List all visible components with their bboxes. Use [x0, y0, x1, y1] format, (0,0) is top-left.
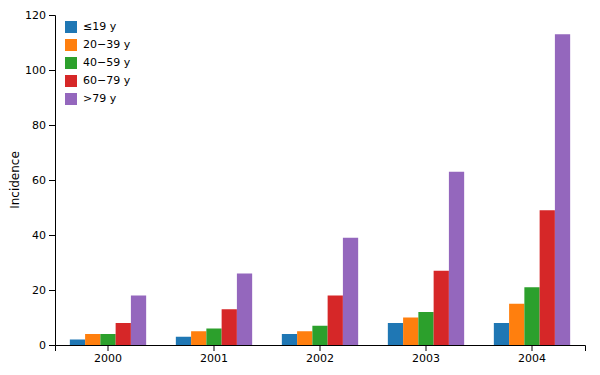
plot-area: 0 20 40 60 80 100 120 2000 2001 2002 2003 2004 ≤19 y… — [25, 9, 586, 365]
tick: 0 — [39, 339, 55, 352]
bar — [418, 312, 433, 345]
legend-item: 60−79 y — [65, 74, 131, 87]
tick-mark — [532, 345, 533, 351]
axis-line — [49, 16, 56, 346]
tick: 2000 — [94, 345, 122, 365]
legend-label: ≤19 y — [83, 20, 117, 33]
bars — [70, 34, 570, 345]
bar — [494, 323, 509, 345]
bar — [191, 331, 206, 345]
bar — [297, 331, 312, 345]
tick: 40 — [32, 229, 55, 242]
tick-label: 100 — [25, 64, 46, 77]
legend-item: 40−59 y — [65, 56, 131, 69]
legend-swatch — [65, 57, 77, 69]
tick-label: 2001 — [200, 352, 228, 365]
tick-mark — [320, 345, 321, 351]
x-axis: 2000 2001 2002 2003 2004 — [56, 345, 586, 365]
bar — [116, 323, 131, 345]
tick: 60 — [32, 174, 55, 187]
axis-line — [56, 346, 586, 352]
legend-label: >79 y — [83, 92, 117, 105]
tick-mark — [49, 290, 55, 291]
legend-swatch — [65, 21, 77, 33]
tick-label: 20 — [32, 284, 46, 297]
bar — [282, 334, 297, 345]
bar — [312, 326, 327, 345]
tick: 120 — [25, 9, 55, 22]
bar — [509, 304, 524, 345]
tick-label: 0 — [39, 339, 46, 352]
bar — [131, 296, 146, 346]
tick-label: 2003 — [412, 352, 440, 365]
legend: ≤19 y 20−39 y 40−59 y 60−79 y >79 y — [65, 20, 131, 105]
tick-mark — [108, 345, 109, 351]
bar — [85, 334, 100, 345]
bar — [237, 274, 252, 346]
bar — [343, 238, 358, 345]
tick-label: 40 — [32, 229, 46, 242]
chart-svg: 0 20 40 60 80 100 120 2000 2001 2002 2003 2004 ≤19 y… — [0, 0, 600, 375]
tick-mark — [49, 15, 55, 16]
tick: 2002 — [306, 345, 334, 365]
tick-label: 2000 — [94, 352, 122, 365]
tick-mark — [49, 70, 55, 71]
tick-mark — [214, 345, 215, 351]
tick: 20 — [32, 284, 55, 297]
tick-mark — [49, 125, 55, 126]
bar — [222, 309, 237, 345]
bar — [328, 296, 343, 346]
legend-item: ≤19 y — [65, 20, 117, 33]
y-axis: 0 20 40 60 80 100 120 — [25, 9, 56, 352]
bar — [388, 323, 403, 345]
tick-label: 120 — [25, 9, 46, 22]
bar — [555, 34, 570, 345]
legend-swatch — [65, 75, 77, 87]
bar-series — [131, 34, 570, 345]
bar — [176, 337, 191, 345]
bar — [449, 172, 464, 345]
tick: 80 — [32, 119, 55, 132]
y-axis-title: Incidence — [8, 151, 22, 209]
bar — [70, 340, 85, 346]
legend-label: 60−79 y — [83, 74, 131, 87]
tick-mark — [49, 180, 55, 181]
tick: 100 — [25, 64, 55, 77]
tick: 2004 — [518, 345, 546, 365]
bar — [524, 287, 539, 345]
tick-mark — [49, 345, 55, 346]
legend-swatch — [65, 93, 77, 105]
legend-label: 20−39 y — [83, 38, 131, 51]
tick-label: 2004 — [518, 352, 546, 365]
bar — [540, 210, 555, 345]
chart-container: 0 20 40 60 80 100 120 2000 2001 2002 2003 2004 ≤19 y… — [0, 0, 600, 375]
legend-item: 20−39 y — [65, 38, 131, 51]
tick: 2003 — [412, 345, 440, 365]
legend-item: >79 y — [65, 92, 117, 105]
bar-series — [100, 287, 539, 345]
bar — [100, 334, 115, 345]
bar — [206, 329, 221, 346]
tick-mark — [49, 235, 55, 236]
tick-label: 80 — [32, 119, 46, 132]
legend-swatch — [65, 39, 77, 51]
tick-mark — [426, 345, 427, 351]
legend-label: 40−59 y — [83, 56, 131, 69]
tick-label: 2002 — [306, 352, 334, 365]
tick: 2001 — [200, 345, 228, 365]
bar — [434, 271, 449, 345]
bar-series — [116, 210, 555, 345]
tick-label: 60 — [32, 174, 46, 187]
bar — [403, 318, 418, 346]
